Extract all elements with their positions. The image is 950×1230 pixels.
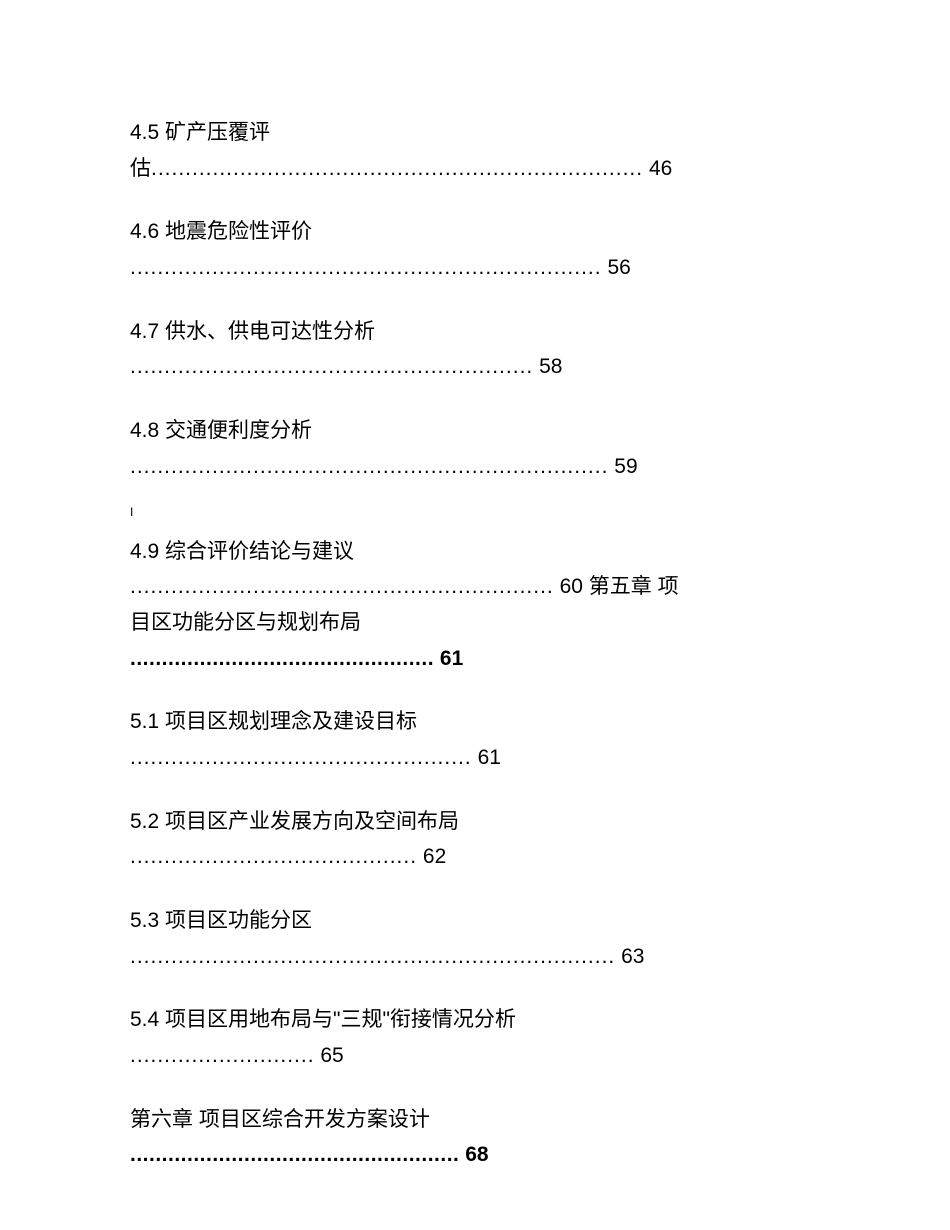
toc-page: 62: [423, 845, 446, 868]
toc-title: 5.2 项目区产业发展方向及空间布局: [130, 810, 459, 833]
toc-title-continuation: 估: [130, 157, 151, 180]
toc-title: 4.9 综合评价结论与建议: [130, 540, 354, 563]
toc-page: 68: [465, 1143, 488, 1166]
toc-dots: ........................................…: [130, 455, 608, 478]
toc-entry-4-9-and-chapter-5: 4.9 综合评价结论与建议 ..........................…: [130, 534, 830, 677]
toc-page: 56: [607, 256, 630, 279]
toc-dots: ........................................…: [151, 157, 643, 180]
chapter-5-title-part1: 第五章 项: [589, 575, 679, 598]
toc-page: 65: [320, 1044, 343, 1067]
toc-title: 5.1 项目区规划理念及建设目标: [130, 710, 417, 733]
toc-dots: ........................................…: [130, 575, 554, 598]
toc-page: 61: [478, 746, 501, 769]
toc-title: 4.5 矿产压覆评: [130, 121, 270, 144]
toc-entry-4-8: 4.8 交通便利度分析 ............................…: [130, 413, 830, 484]
toc-entry-4-5: 4.5 矿产压覆评 估.............................…: [130, 115, 830, 186]
toc-entry-chapter-6: 第六章 项目区综合开发方案设计 ........................…: [130, 1102, 830, 1173]
toc-page: 61: [440, 647, 463, 670]
toc-entry-4-7: 4.7 供水、供电可达性分析 .........................…: [130, 314, 830, 385]
toc-dots: ...........................: [130, 1044, 315, 1067]
toc-entry-5-2: 5.2 项目区产业发展方向及空间布局 .....................…: [130, 804, 830, 875]
toc-entry-5-4: 5.4 项目区用地布局与"三规"衔接情况分析 .................…: [130, 1002, 830, 1073]
toc-page: 63: [621, 945, 644, 968]
chapter-5-title-part2: 目区功能分区与规划布局: [130, 611, 361, 634]
toc-title: 4.7 供水、供电可达性分析: [130, 320, 375, 343]
toc-title: 5.4 项目区用地布局与"三规"衔接情况分析: [130, 1008, 516, 1031]
toc-entry-4-6: 4.6 地震危险性评价 ............................…: [130, 214, 830, 285]
toc-page: 60: [560, 575, 583, 598]
toc-page: 59: [614, 455, 637, 478]
toc-title: 5.3 项目区功能分区: [130, 909, 312, 932]
toc-entry-5-3: 5.3 项目区功能分区 ............................…: [130, 903, 830, 974]
toc-dots: ........................................…: [130, 746, 472, 769]
toc-dots: ........................................…: [130, 256, 602, 279]
toc-dots: ........................................…: [130, 845, 417, 868]
toc-title: 4.8 交通便利度分析: [130, 419, 312, 442]
toc-title: 4.6 地震危险性评价: [130, 220, 312, 243]
toc-page: 46: [649, 157, 672, 180]
toc-dots: ........................................…: [130, 1143, 459, 1166]
toc-dots: ........................................…: [130, 945, 615, 968]
toc-dots: ........................................…: [130, 647, 434, 670]
toc-dots: ........................................…: [130, 355, 533, 378]
toc-entry-5-1: 5.1 项目区规划理念及建设目标 .......................…: [130, 704, 830, 775]
toc-title: 第六章 项目区综合开发方案设计: [130, 1108, 430, 1131]
toc-page: 58: [539, 355, 562, 378]
page-marker: I: [130, 505, 830, 519]
